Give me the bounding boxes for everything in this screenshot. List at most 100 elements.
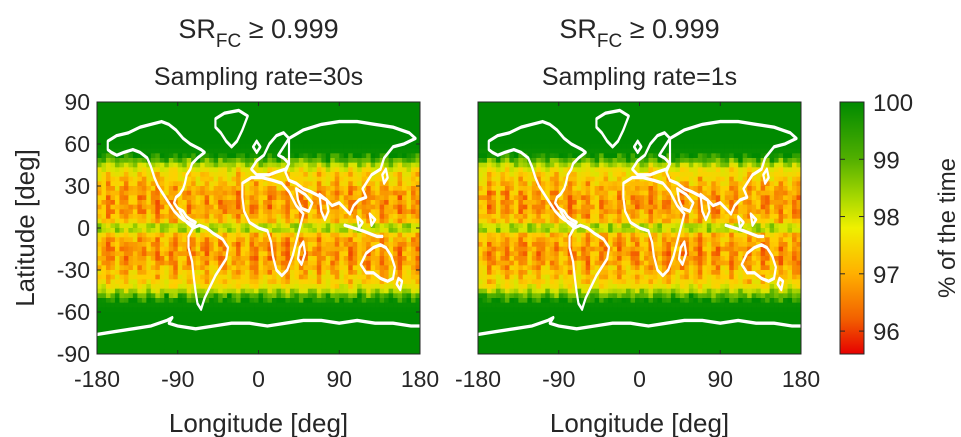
- heatmap-cell: [155, 279, 161, 285]
- heatmap-cell: [195, 214, 201, 220]
- heatmap-cell: [294, 176, 300, 182]
- heatmap-cell: [209, 251, 215, 257]
- heatmap-cell: [204, 130, 210, 136]
- heatmap-cell: [307, 223, 313, 229]
- heatmap-cell: [236, 130, 242, 136]
- heatmap-cell: [285, 335, 291, 341]
- heatmap-cell: [312, 349, 318, 354]
- heatmap-cell: [661, 102, 668, 108]
- heatmap-cell: [666, 106, 672, 112]
- heatmap-cell: [348, 330, 354, 336]
- heatmap-cell: [294, 349, 300, 354]
- heatmap-cell: [218, 153, 224, 159]
- heatmap-cell: [603, 158, 609, 164]
- heatmap-cell: [303, 293, 309, 299]
- heatmap-cell: [200, 158, 206, 164]
- heatmap-cell: [411, 237, 417, 243]
- heatmap-cell: [397, 130, 403, 136]
- heatmap-cell: [101, 218, 107, 224]
- heatmap-cell: [195, 190, 201, 196]
- heatmap-cell: [128, 172, 134, 178]
- heatmap-cell: [177, 167, 183, 173]
- heatmap-cell: [159, 335, 165, 341]
- heatmap-cell: [191, 176, 197, 182]
- heatmap-cell: [504, 102, 511, 108]
- heatmap-cell: [706, 102, 712, 108]
- heatmap-cell: [388, 181, 394, 187]
- heatmap-cell: [245, 102, 251, 108]
- heatmap-cell: [352, 218, 358, 224]
- heatmap-cell: [285, 200, 291, 206]
- heatmap-cell: [114, 293, 121, 299]
- heatmap-cell: [590, 144, 596, 150]
- heatmap-cell: [213, 298, 219, 304]
- heatmap-cell: [294, 111, 300, 117]
- heatmap-cell: [150, 288, 156, 294]
- heatmap-cell: [348, 274, 354, 280]
- heatmap-cell: [406, 326, 412, 332]
- heatmap-cell: [366, 242, 372, 248]
- heatmap-cell: [513, 139, 519, 145]
- heatmap-cell: [402, 148, 408, 154]
- heatmap-cell: [298, 148, 304, 154]
- heatmap-cell: [393, 340, 399, 346]
- heatmap-cell: [231, 139, 237, 145]
- heatmap-cell: [271, 223, 278, 229]
- heatmap-cell: [191, 242, 197, 248]
- heatmap-cell: [222, 251, 228, 257]
- heatmap-cell: [312, 186, 318, 192]
- heatmap-cell: [478, 139, 484, 145]
- heatmap-cell: [236, 312, 242, 318]
- heatmap-cell: [294, 139, 300, 145]
- heatmap-cell: [626, 158, 632, 164]
- heatmap-cell: [231, 274, 237, 280]
- heatmap-cell: [236, 162, 242, 168]
- heatmap-cell: [285, 195, 291, 201]
- heatmap-cell: [262, 223, 269, 229]
- heatmap-cell: [114, 200, 121, 206]
- heatmap-cell: [545, 116, 551, 122]
- heatmap-cell: [675, 162, 681, 168]
- heatmap-cell: [141, 344, 147, 350]
- heatmap-cell: [168, 186, 174, 192]
- heatmap-cell: [271, 139, 278, 145]
- heatmap-cell: [105, 134, 112, 140]
- heatmap-cell: [384, 116, 390, 122]
- heatmap-cell: [114, 116, 121, 122]
- heatmap-cell: [254, 298, 260, 304]
- heatmap-cell: [254, 134, 260, 140]
- heatmap-cell: [128, 167, 134, 173]
- heatmap-cell: [298, 167, 304, 173]
- heatmap-cell: [218, 139, 224, 145]
- heatmap-cell: [388, 237, 394, 243]
- heatmap-cell: [289, 125, 295, 131]
- heatmap-cell: [271, 298, 278, 304]
- heatmap-cell: [258, 256, 264, 262]
- heatmap-cell: [769, 111, 775, 117]
- heatmap-cell: [361, 102, 367, 108]
- heatmap-cell: [186, 344, 192, 350]
- heatmap-cell: [366, 106, 372, 112]
- heatmap-cell: [343, 158, 349, 164]
- heatmap-cell: [590, 130, 596, 136]
- heatmap-cell: [756, 106, 762, 112]
- heatmap-cell: [213, 340, 219, 346]
- heatmap-cell: [321, 167, 327, 173]
- heatmap-cell: [227, 274, 233, 280]
- heatmap-cell: [549, 102, 555, 108]
- heatmap-cell: [361, 214, 367, 220]
- heatmap-cell: [415, 176, 420, 182]
- heatmap-cell: [245, 158, 251, 164]
- heatmap-cell: [702, 139, 708, 145]
- heatmap-cell: [675, 139, 681, 145]
- heatmap-cell: [276, 316, 282, 322]
- heatmap-cell: [258, 335, 264, 341]
- heatmap-cell: [334, 232, 340, 238]
- heatmap-cell: [128, 260, 134, 266]
- heatmap-cell: [285, 116, 291, 122]
- heatmap-cell: [110, 172, 116, 178]
- heatmap-cell: [375, 302, 381, 308]
- heatmap-cell: [361, 279, 367, 285]
- heatmap-cell: [101, 204, 107, 210]
- heatmap-cell: [173, 237, 179, 243]
